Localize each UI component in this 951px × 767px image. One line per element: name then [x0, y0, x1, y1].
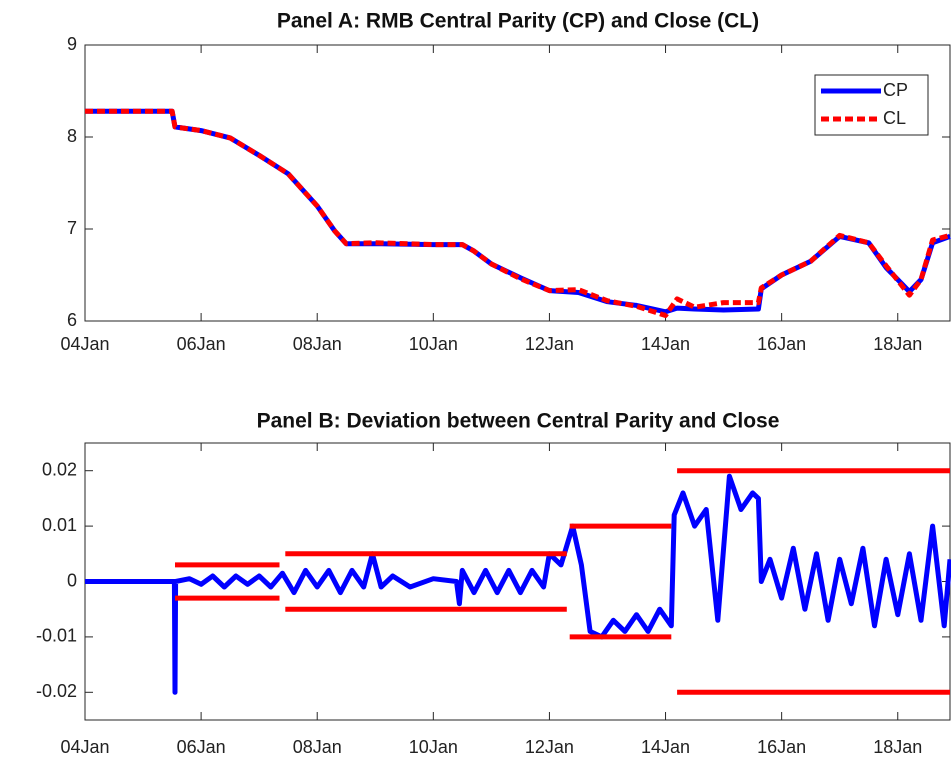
- x-tick-label: 06Jan: [177, 737, 226, 757]
- series-line: [85, 473, 951, 695]
- legend-label: CP: [883, 80, 908, 100]
- x-tick-label: 04Jan: [60, 737, 109, 757]
- x-tick-label: 12Jan: [525, 737, 574, 757]
- series-line: [85, 108, 951, 318]
- plot-frame: [84, 44, 951, 322]
- series-line: [175, 595, 950, 695]
- x-tick-label: 10Jan: [409, 334, 458, 354]
- y-tick-label: 0.02: [42, 459, 77, 479]
- y-tick-label: 0.01: [42, 515, 77, 535]
- y-tick-label: -0.01: [36, 626, 77, 646]
- x-tick-label: 18Jan: [873, 334, 922, 354]
- x-tick-label: 08Jan: [293, 737, 342, 757]
- chart-title: Panel B: Deviation between Central Parit…: [257, 410, 780, 433]
- x-tick-label: 04Jan: [60, 334, 109, 354]
- x-tick-label: 08Jan: [293, 334, 342, 354]
- y-tick-label: 9: [67, 34, 77, 54]
- x-tick-label: 14Jan: [641, 737, 690, 757]
- legend-label: CL: [883, 108, 906, 128]
- y-tick-label: 6: [67, 310, 77, 330]
- x-tick-label: 14Jan: [641, 334, 690, 354]
- y-tick-label: 7: [67, 218, 77, 238]
- x-tick-label: 18Jan: [873, 737, 922, 757]
- x-tick-label: 16Jan: [757, 737, 806, 757]
- y-tick-label: 0: [67, 570, 77, 590]
- chart-title: Panel A: RMB Central Parity (CP) and Clo…: [277, 10, 759, 33]
- series-line: [175, 468, 950, 568]
- y-tick-label: -0.02: [36, 681, 77, 701]
- x-tick-label: 06Jan: [177, 334, 226, 354]
- x-tick-label: 10Jan: [409, 737, 458, 757]
- x-tick-label: 12Jan: [525, 334, 574, 354]
- x-tick-label: 16Jan: [757, 334, 806, 354]
- legend-box: [814, 74, 929, 136]
- y-tick-label: 8: [67, 126, 77, 146]
- series-line: [85, 108, 951, 315]
